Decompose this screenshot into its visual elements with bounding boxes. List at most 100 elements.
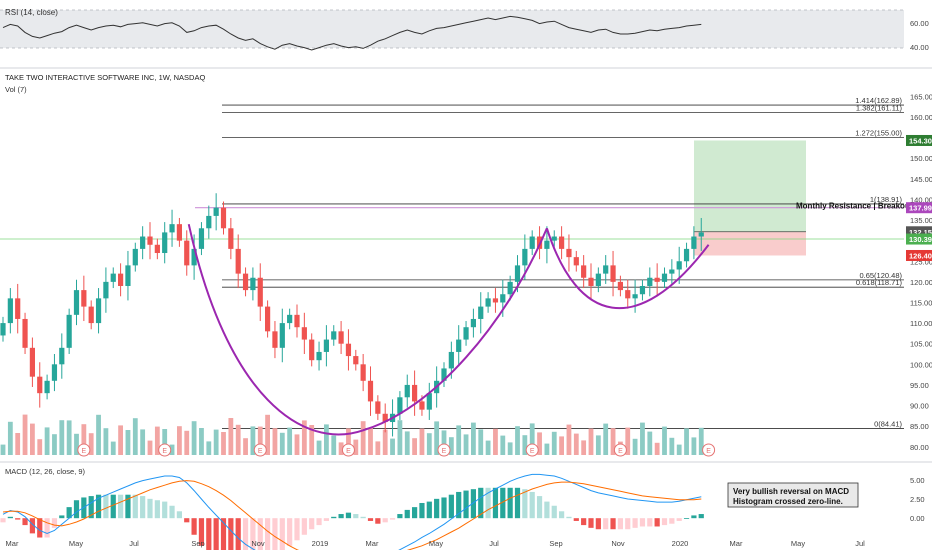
target-zone bbox=[694, 140, 806, 232]
volume-bar bbox=[74, 433, 79, 455]
macd-hist-bar bbox=[434, 498, 440, 519]
volume-bar bbox=[412, 438, 417, 455]
macd-hist-bar bbox=[625, 518, 631, 530]
candle-body bbox=[559, 236, 565, 249]
volume-bar bbox=[368, 428, 373, 455]
price-tick: 85.00 bbox=[910, 422, 929, 431]
macd-hist-bar bbox=[603, 518, 609, 530]
candle-body bbox=[478, 306, 484, 319]
macd-hist-bar bbox=[367, 518, 374, 521]
candle-body bbox=[661, 273, 668, 282]
macd-hist-bar bbox=[110, 494, 116, 519]
macd-hist-bar bbox=[595, 518, 601, 530]
macd-hist-bar bbox=[118, 494, 124, 519]
time-tick: May bbox=[429, 539, 443, 548]
candle-body bbox=[441, 368, 447, 381]
macd-hist-bar bbox=[588, 518, 594, 528]
candle-body bbox=[625, 290, 631, 299]
price-tick: 105.00 bbox=[910, 340, 932, 349]
volume-bar bbox=[360, 421, 366, 455]
volume-bar bbox=[544, 443, 550, 455]
time-axis: Mar May Jul Sep Nov 2019 Mar May Jul Sep Nov 2020 Ma… bbox=[6, 539, 866, 548]
macd-hist-bar bbox=[647, 518, 653, 527]
volume-bar bbox=[640, 422, 645, 455]
candles bbox=[0, 193, 704, 437]
price-tick: 95.00 bbox=[910, 381, 929, 390]
candle-body bbox=[617, 281, 623, 291]
candle-body bbox=[647, 277, 653, 286]
macd-hist-bar bbox=[338, 514, 344, 519]
volume-bar bbox=[625, 427, 631, 455]
macd-tick: 5.00 bbox=[910, 476, 925, 485]
time-tick: Nov bbox=[611, 539, 625, 548]
candle-body bbox=[676, 261, 682, 270]
volume-bar bbox=[500, 435, 506, 455]
candle-body bbox=[323, 339, 329, 352]
candle-body bbox=[51, 364, 58, 381]
earnings-marker-label: E bbox=[346, 448, 351, 455]
macd-hist-bar bbox=[287, 518, 293, 546]
volume-bar bbox=[184, 430, 190, 455]
macd-note-line2: Histogram crossed zero-line. bbox=[733, 497, 843, 506]
handle-curve bbox=[545, 227, 710, 310]
volume-bar bbox=[441, 430, 447, 455]
volume-bar bbox=[118, 425, 123, 455]
candle-body bbox=[595, 273, 601, 286]
earnings-marker bbox=[158, 443, 172, 457]
fib-label: 1.272(155.00) bbox=[855, 129, 902, 138]
price-badge bbox=[906, 249, 932, 261]
volume-bar bbox=[66, 420, 72, 455]
macd-hist-bar bbox=[154, 500, 160, 519]
macd-hist-bar bbox=[331, 516, 337, 519]
candle-body bbox=[176, 224, 182, 241]
volume-bar bbox=[456, 425, 462, 455]
candle-body bbox=[257, 277, 263, 307]
candle-body bbox=[404, 384, 410, 398]
earnings-marker-label: E bbox=[530, 448, 535, 455]
macd-hist-bar bbox=[147, 498, 153, 519]
volume-bar bbox=[257, 426, 263, 455]
macd-hist-bar bbox=[0, 518, 6, 523]
macd-hist-bar bbox=[419, 502, 425, 519]
macd-hist-bar bbox=[103, 494, 109, 519]
time-tick: 2020 bbox=[672, 539, 689, 548]
volume-bar bbox=[684, 428, 689, 455]
candle-body bbox=[382, 413, 388, 423]
volume-bar bbox=[59, 420, 65, 455]
candle-body bbox=[309, 339, 315, 361]
volume-bar bbox=[434, 421, 440, 455]
price-badge-label: 132.15 bbox=[909, 228, 932, 237]
earnings-marker-label: E bbox=[82, 448, 87, 455]
volume-bar bbox=[30, 423, 35, 455]
volume-bar bbox=[169, 444, 175, 455]
macd-hist-bar bbox=[265, 518, 271, 555]
earnings-marker bbox=[77, 443, 91, 457]
candle-body bbox=[367, 380, 374, 402]
volume-bar bbox=[81, 424, 87, 455]
macd-hist-bar bbox=[683, 518, 690, 519]
fib-label: 0.618(118.71) bbox=[856, 278, 903, 287]
macd-hist-bar bbox=[691, 515, 697, 519]
cup-curve bbox=[187, 223, 548, 436]
candle-body bbox=[522, 248, 528, 266]
volume-bar bbox=[610, 428, 616, 455]
macd-hist-bar bbox=[639, 518, 646, 527]
candle-body bbox=[154, 244, 160, 254]
candle-body bbox=[397, 397, 403, 414]
macd-hist-bar bbox=[257, 518, 263, 555]
time-tick: Mar bbox=[6, 539, 19, 548]
volume-bar bbox=[485, 440, 491, 455]
macd-hist-bar bbox=[235, 518, 241, 555]
volume-bars bbox=[0, 414, 704, 455]
time-tick: Nov bbox=[251, 539, 265, 548]
rsi-band bbox=[0, 10, 904, 48]
volume-bar bbox=[331, 435, 337, 455]
macd-hist-bar bbox=[220, 518, 227, 555]
fib-label: 0.65(120.48) bbox=[859, 271, 902, 280]
macd-note-line1: Very bullish reversal on MACD bbox=[733, 487, 849, 496]
macd-hist-bar bbox=[213, 518, 219, 555]
macd-hist-bar bbox=[507, 487, 513, 519]
price-tick: 110.00 bbox=[910, 319, 932, 328]
